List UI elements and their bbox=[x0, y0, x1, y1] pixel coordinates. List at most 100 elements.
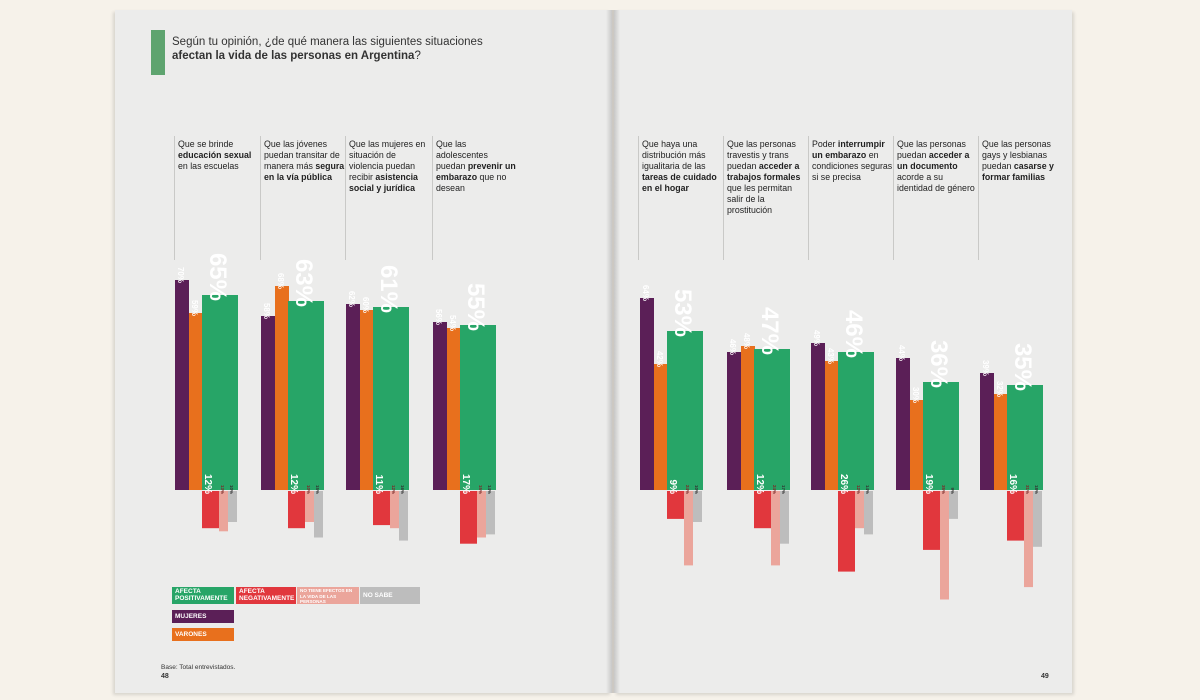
page-number-right: 49 bbox=[1041, 673, 1049, 680]
column-separator bbox=[893, 136, 894, 260]
label-varones: 43% bbox=[826, 348, 835, 364]
label-no-sabe: 17% bbox=[781, 485, 786, 494]
column-separator bbox=[723, 136, 724, 260]
bar-positive bbox=[838, 352, 874, 490]
legend-no-sabe: NO SABE bbox=[360, 587, 420, 604]
question-text: Que se brinde bbox=[178, 139, 234, 149]
bar-mujeres bbox=[261, 316, 275, 490]
label-varones: 59% bbox=[190, 300, 199, 316]
bar-no-sabe bbox=[1033, 491, 1042, 547]
legend-varones: VARONES bbox=[172, 628, 234, 641]
bar-positive bbox=[1007, 385, 1043, 490]
bar-varones bbox=[189, 313, 203, 490]
bar-negative bbox=[754, 491, 771, 529]
label-negative: 12% bbox=[202, 474, 213, 494]
bar-varones bbox=[275, 286, 289, 490]
label-negative: 9% bbox=[667, 480, 678, 495]
question-label: Que las mujeres en situación de violenci… bbox=[349, 139, 431, 194]
label-varones: 68% bbox=[276, 273, 285, 289]
question-label: Poder interrumpir un embarazo en condici… bbox=[812, 139, 894, 183]
bar-negative bbox=[373, 491, 390, 526]
bar-no-effect bbox=[219, 491, 228, 532]
label-positive: 55% bbox=[462, 283, 489, 331]
column-separator bbox=[638, 136, 639, 260]
question-text-bold: asistencia social y jurídica bbox=[349, 172, 418, 193]
question-text: Que las adolescentes puedan bbox=[436, 139, 488, 171]
label-negative: 17% bbox=[460, 474, 471, 494]
label-no-effect: 24% bbox=[685, 485, 690, 494]
question-text: Que las mujeres en situación de violenci… bbox=[349, 139, 426, 182]
bar-no-sabe bbox=[399, 491, 408, 541]
label-no-effect: 35% bbox=[941, 485, 946, 494]
question-text: que no desean bbox=[436, 172, 507, 193]
title-line2-end: ? bbox=[414, 50, 421, 62]
bar-no-effect bbox=[940, 491, 949, 600]
page-number-left: 48 bbox=[161, 673, 169, 680]
label-varones: 54% bbox=[448, 315, 457, 331]
bar-no-sabe bbox=[949, 491, 958, 519]
label-varones: 60% bbox=[361, 297, 370, 313]
bar-mujeres bbox=[980, 373, 994, 490]
bar-varones bbox=[360, 310, 374, 490]
bar-mujeres bbox=[811, 343, 825, 490]
question-label: Que las jóvenes puedan transitar de mane… bbox=[264, 139, 346, 183]
question-label: Que las personas puedan acceder a un doc… bbox=[897, 139, 979, 194]
question-label: Que se brinde educación sexual en las es… bbox=[178, 139, 260, 172]
question-text: Que las personas travestis y trans pueda… bbox=[727, 139, 796, 171]
bar-no-sabe bbox=[693, 491, 702, 522]
label-no-effect: 15% bbox=[478, 485, 483, 494]
book-spine bbox=[606, 10, 620, 693]
question-text-bold: interrumpir un embarazo bbox=[812, 139, 885, 160]
question-text-bold: acceder a trabajos formales bbox=[727, 161, 801, 182]
column-separator bbox=[345, 136, 346, 260]
bar-positive bbox=[202, 295, 238, 490]
label-no-effect: 24% bbox=[772, 485, 777, 494]
label-no-effect: 12% bbox=[391, 485, 396, 494]
question-label: Que las personas gays y lesbianas puedan… bbox=[982, 139, 1064, 183]
label-mujeres: 44% bbox=[897, 345, 906, 361]
question-text: Poder bbox=[812, 139, 838, 149]
label-positive: 47% bbox=[756, 307, 783, 355]
label-no-sabe: 14% bbox=[487, 485, 492, 494]
question-text: en condiciones seguras si se precisa bbox=[812, 150, 893, 182]
label-mujeres: 46% bbox=[728, 339, 737, 355]
label-no-sabe: 16% bbox=[400, 485, 405, 494]
label-mujeres: 64% bbox=[641, 285, 650, 301]
legend-no-effect: NO TIENE EFECTOS EN LA VIDA DE LAS PERSO… bbox=[297, 587, 359, 604]
label-mujeres: 56% bbox=[434, 309, 443, 325]
label-negative: 16% bbox=[1007, 474, 1018, 494]
label-varones: 48% bbox=[742, 333, 751, 349]
bar-no-sabe bbox=[780, 491, 789, 544]
label-positive: 36% bbox=[925, 340, 952, 388]
bar-no-effect bbox=[684, 491, 693, 566]
column-separator bbox=[978, 136, 979, 260]
bar-varones bbox=[910, 400, 924, 490]
bar-negative bbox=[1007, 491, 1024, 541]
column-separator bbox=[808, 136, 809, 260]
label-positive: 65% bbox=[204, 253, 231, 301]
column-separator bbox=[260, 136, 261, 260]
label-varones: 32% bbox=[995, 381, 1004, 397]
bar-no-effect bbox=[771, 491, 780, 566]
question-text-bold: educación sexual bbox=[178, 150, 252, 160]
label-no-sabe: 10% bbox=[229, 485, 234, 494]
question-text: Que haya una distribución más igualitari… bbox=[642, 139, 706, 171]
label-positive: 53% bbox=[669, 289, 696, 337]
question-text-bold: casarse y formar familias bbox=[982, 161, 1054, 182]
label-negative: 26% bbox=[838, 474, 849, 494]
bar-positive bbox=[667, 331, 703, 490]
title-accent-bar bbox=[151, 30, 165, 75]
question-text: que les permitan salir de la prostitució… bbox=[727, 183, 793, 215]
bar-varones bbox=[654, 364, 668, 490]
bar-mujeres bbox=[640, 298, 654, 490]
bar-varones bbox=[994, 394, 1008, 490]
bar-no-effect bbox=[855, 491, 864, 529]
label-negative: 19% bbox=[923, 474, 934, 494]
bar-positive bbox=[460, 325, 496, 490]
label-positive: 46% bbox=[840, 310, 867, 358]
question-text: en las escuelas bbox=[178, 161, 239, 171]
bar-mujeres bbox=[346, 304, 360, 490]
bar-varones bbox=[825, 361, 839, 490]
label-no-sabe: 14% bbox=[865, 485, 870, 494]
